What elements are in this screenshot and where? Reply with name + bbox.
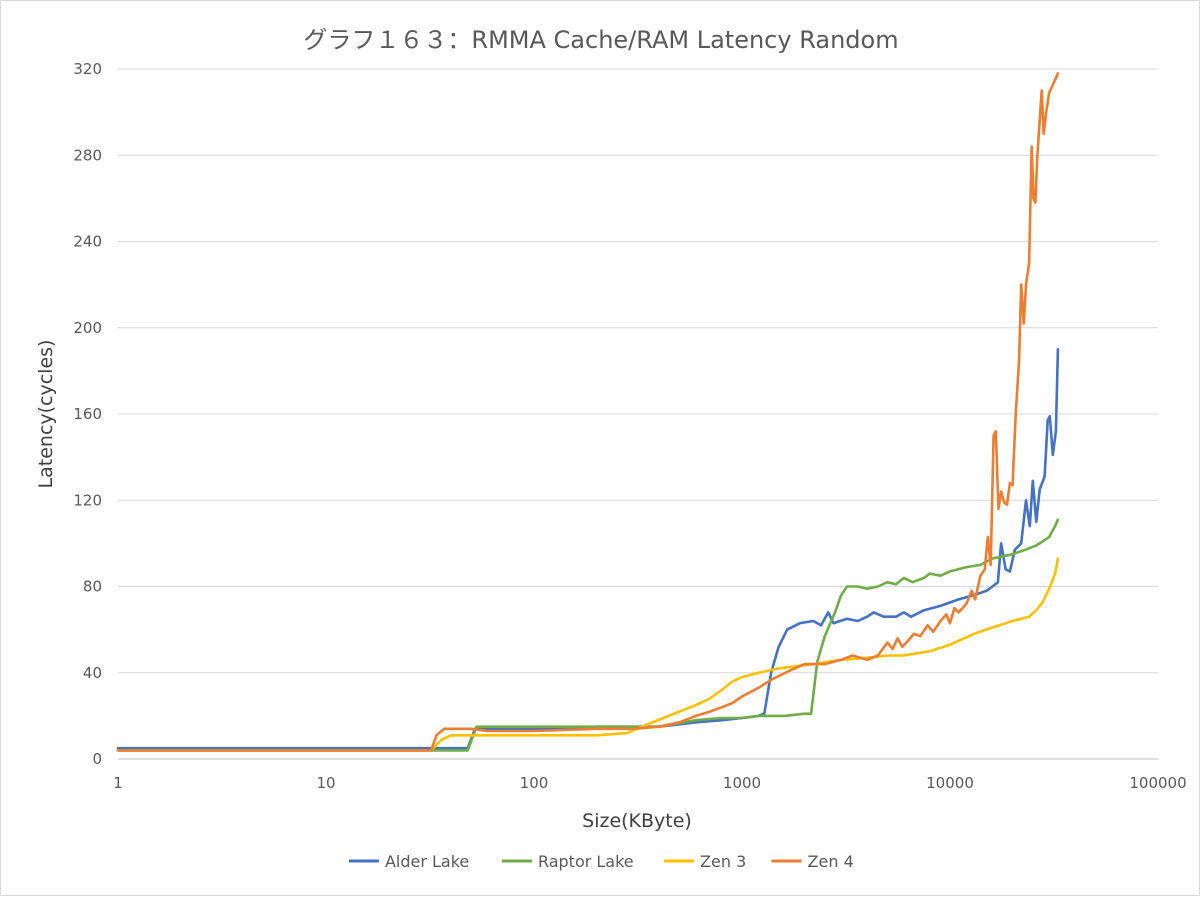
y-axis-title: Latency(cycles): [35, 340, 57, 489]
y-tick-label: 280: [73, 146, 102, 164]
y-tick-label: 200: [73, 319, 102, 337]
legend-label: Zen 4: [808, 852, 854, 871]
y-tick-label: 40: [83, 664, 102, 682]
legend-label: Alder Lake: [385, 852, 469, 871]
legend-label: Zen 3: [700, 852, 746, 871]
legend: Alder Lake Raptor Lake Zen 3 Zen 4: [348, 852, 854, 871]
y-tick-label: 120: [73, 491, 102, 509]
series-line-zen-3: [116, 557, 1060, 752]
chart-title: グラフ１６３：RMMA Cache/RAM Latency Random: [303, 26, 898, 54]
series-line-alder-lake: [116, 348, 1060, 750]
y-tick-label: 320: [73, 60, 102, 78]
legend-item-raptor-lake: Raptor Lake: [501, 852, 634, 871]
x-tick-label: 1: [113, 774, 123, 792]
legend-item-zen-3: Zen 3: [664, 852, 746, 871]
tick-labels: 0 40 80 120 160 200 240 280 320 1 10 100 1000 10000 10…: [73, 60, 1186, 792]
gridlines: [118, 68, 1158, 760]
legend-item-zen-4: Zen 4: [771, 852, 854, 871]
legend-item-alder-lake: Alder Lake: [348, 852, 469, 871]
legend-label: Raptor Lake: [538, 852, 634, 871]
y-tick-label: 240: [73, 233, 102, 251]
x-tick-label: 10: [316, 774, 335, 792]
x-tick-label: 1000: [723, 774, 761, 792]
series-line-raptor-lake: [116, 518, 1060, 752]
x-tick-label: 100: [520, 774, 549, 792]
x-axis-title: Size(KByte): [582, 810, 692, 832]
x-tick-label: 100000: [1129, 774, 1186, 792]
y-tick-label: 160: [73, 405, 102, 423]
series-lines: [116, 72, 1060, 752]
y-tick-label: 80: [83, 578, 102, 596]
x-tick-label: 10000: [926, 774, 974, 792]
series-line-zen-4: [116, 72, 1060, 752]
y-tick-label: 0: [92, 750, 102, 768]
